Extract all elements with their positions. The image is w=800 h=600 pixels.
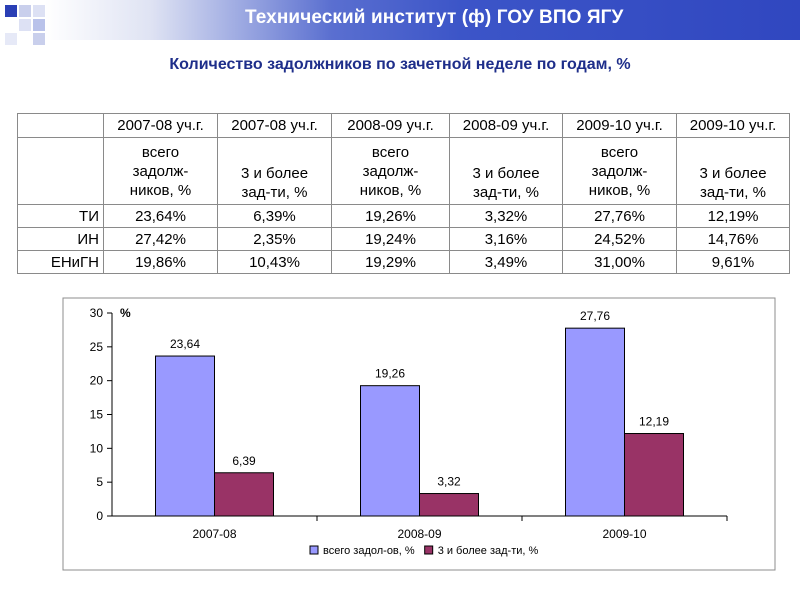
square-icon <box>19 5 31 17</box>
subheader-cell: всего задолж- ников, % <box>103 137 218 205</box>
table-corner-cell <box>17 113 104 138</box>
year-header-cell: 2007-08 уч.г. <box>103 113 218 138</box>
subheader-line: 3 и более <box>699 165 767 182</box>
subheader-line: ников, % <box>129 181 192 199</box>
table-cell: 12,19% <box>676 204 790 228</box>
bar <box>360 385 420 517</box>
table-blank-cell <box>17 137 104 205</box>
y-tick-label: 30 <box>90 306 104 320</box>
table-row: ЕНиГН 19,86% 10,43% 19,29% 3,49% 31,00% … <box>17 250 790 274</box>
table-row: ИН 27,42% 2,35% 19,24% 3,16% 24,52% 14,7… <box>17 227 790 251</box>
table-cell: 19,26% <box>331 204 450 228</box>
year-header-cell: 2009-10 уч.г. <box>562 113 677 138</box>
table-cell: 27,76% <box>562 204 677 228</box>
page-subtitle: Количество задолжников по зачетной недел… <box>169 56 631 73</box>
subheader-line: задолж- <box>362 162 419 180</box>
square-icon <box>19 19 31 31</box>
y-tick-label: 25 <box>90 340 104 354</box>
y-tick-label: 15 <box>90 408 104 422</box>
row-label: ТИ <box>17 204 104 228</box>
table-cell: 6,39% <box>217 204 332 228</box>
table-cell: 3,32% <box>449 204 563 228</box>
square-icon <box>33 33 45 45</box>
subheader-line: ников, % <box>359 181 422 199</box>
table-cell: 27,42% <box>103 227 218 251</box>
bar <box>565 327 625 517</box>
year-header-cell: 2008-09 уч.г. <box>449 113 563 138</box>
table-cell: 23,64% <box>103 204 218 228</box>
y-axis-unit-label: % <box>120 306 131 320</box>
data-label: 27,76 <box>580 309 610 323</box>
table-cell: 9,61% <box>676 250 790 274</box>
header-bar: Технический институт (ф) ГОУ ВПО ЯГУ <box>45 0 800 40</box>
subheader-line: 3 и более <box>472 165 540 182</box>
square-icon <box>33 19 45 31</box>
subheader-line: ников, % <box>588 181 651 199</box>
bar <box>624 433 684 517</box>
subheader-line: 3 и более <box>240 165 309 182</box>
table-cell: 10,43% <box>217 250 332 274</box>
y-tick-label: 20 <box>90 374 104 388</box>
data-label: 23,64 <box>170 337 200 351</box>
legend-swatch <box>424 545 434 555</box>
subheader-cell: всего задолж- ников, % <box>562 137 677 205</box>
subheader-line: всего <box>371 143 410 161</box>
header-title: Технический институт (ф) ГОУ ВПО ЯГУ <box>245 7 624 28</box>
table-cell: 24,52% <box>562 227 677 251</box>
x-tick-label: 2007-08 <box>192 527 236 541</box>
table-cell: 3,16% <box>449 227 563 251</box>
subheader-line: зад-ти, % <box>241 184 308 201</box>
bar <box>419 493 479 517</box>
subheader-line: зад-ти, % <box>700 184 766 201</box>
square-icon <box>5 5 17 17</box>
table-cell: 31,00% <box>562 250 677 274</box>
subheader-line: зад-ти, % <box>473 184 539 201</box>
subheader-cell: 3 и более зад-ти, % <box>217 137 332 205</box>
legend-label: всего задол-ов, % <box>323 545 415 557</box>
table-cell: 19,86% <box>103 250 218 274</box>
data-label: 19,26 <box>375 367 405 381</box>
year-header-cell: 2007-08 уч.г. <box>217 113 332 138</box>
table-header-row: 2007-08 уч.г. 2007-08 уч.г. 2008-09 уч.г… <box>17 113 790 138</box>
row-label: ИН <box>17 227 104 251</box>
data-label: 3,32 <box>437 475 461 489</box>
y-tick-label: 0 <box>96 509 103 523</box>
table-cell: 2,35% <box>217 227 332 251</box>
square-icon <box>33 5 45 17</box>
bar <box>155 355 215 517</box>
table-cell: 19,29% <box>331 250 450 274</box>
subheader-line: задолж- <box>591 162 648 180</box>
table-cell: 19,24% <box>331 227 450 251</box>
table-subheader-row: всего задолж- ников, % 3 и более зад-ти,… <box>17 137 790 205</box>
subheader-cell: 3 и более зад-ти, % <box>676 137 790 205</box>
y-tick-label: 5 <box>96 475 103 489</box>
table-cell: 14,76% <box>676 227 790 251</box>
table-row: ТИ 23,64% 6,39% 19,26% 3,32% 27,76% 12,1… <box>17 204 790 228</box>
debtors-bar-chart: 0 5 10 15 20 25 30 % 23,64 6,39 2007-08 19,26 3,32 20… <box>62 297 776 571</box>
subheader-line: всего <box>141 143 180 161</box>
legend-swatch <box>309 545 319 555</box>
row-label: ЕНиГН <box>17 250 104 274</box>
subheader-cell: 3 и более зад-ти, % <box>449 137 563 205</box>
data-label: 12,19 <box>639 415 669 429</box>
y-tick-label: 10 <box>90 441 104 455</box>
bar <box>214 472 274 517</box>
data-label: 6,39 <box>232 454 256 468</box>
x-tick-label: 2009-10 <box>602 527 646 541</box>
year-header-cell: 2009-10 уч.г. <box>676 113 790 138</box>
subheader-cell: всего задолж- ников, % <box>331 137 450 205</box>
subheader-line: задолж- <box>132 162 189 180</box>
legend-label: 3 и более зад-ти, % <box>438 545 539 557</box>
debtors-table: 2007-08 уч.г. 2007-08 уч.г. 2008-09 уч.г… <box>17 113 790 274</box>
year-header-cell: 2008-09 уч.г. <box>331 113 450 138</box>
table-cell: 3,49% <box>449 250 563 274</box>
subheader-line: всего <box>600 143 639 161</box>
square-icon <box>5 33 17 45</box>
x-tick-label: 2008-09 <box>397 527 441 541</box>
